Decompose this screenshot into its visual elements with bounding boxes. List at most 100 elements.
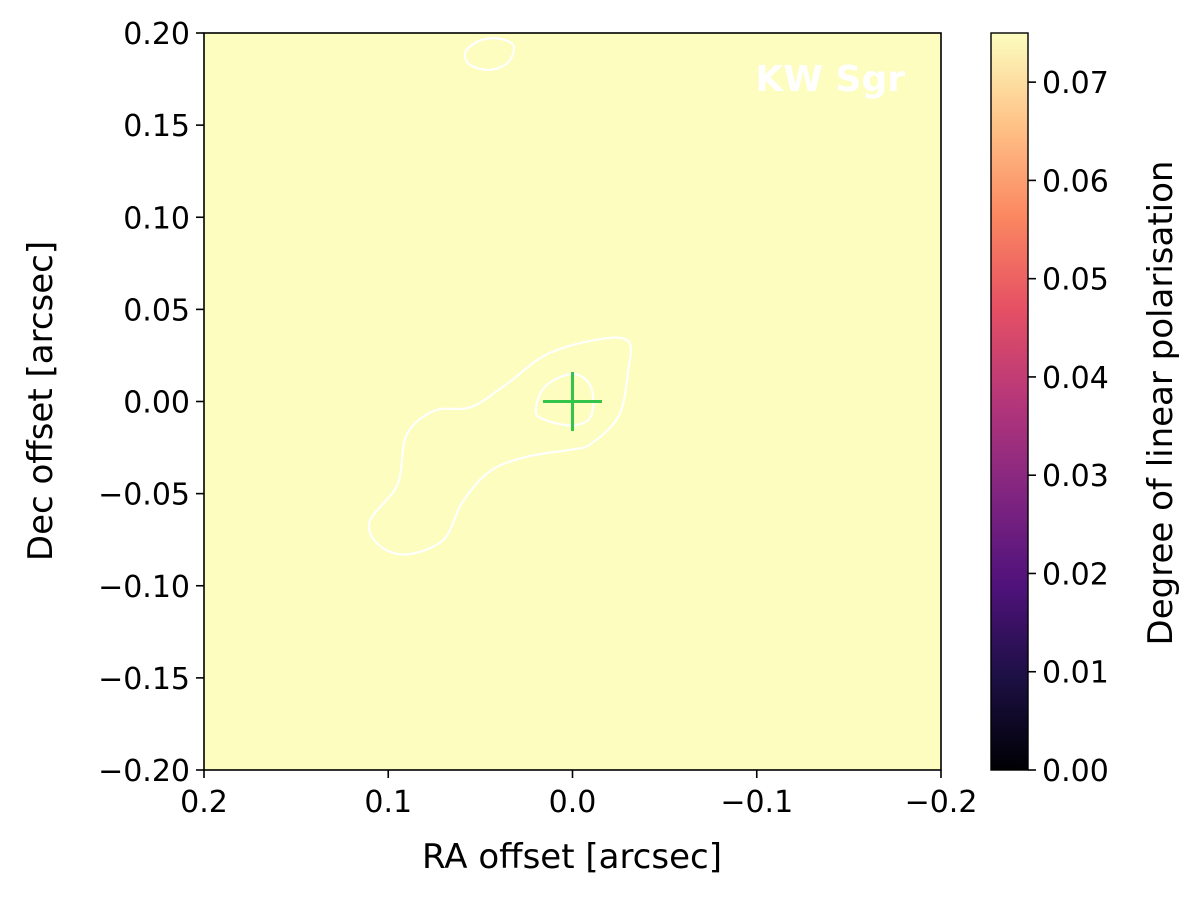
heatmap-cell: [321, 276, 330, 285]
heatmap-cell: [373, 246, 382, 255]
heatmap-cell: [705, 114, 714, 122]
heatmap-cell: [314, 33, 323, 41]
heatmap-cell: [683, 313, 691, 321]
heatmap-cell: [204, 298, 212, 307]
heatmap-cell: [543, 136, 551, 145]
heatmap-cell: [484, 150, 492, 159]
heatmap-cell: [314, 335, 323, 344]
heatmap-cell: [248, 121, 257, 130]
heatmap-cell: [211, 268, 220, 277]
heatmap-cell: [262, 372, 271, 380]
heatmap-cell: [719, 268, 728, 277]
heatmap-cell: [697, 209, 706, 218]
heatmap-cell: [778, 180, 787, 189]
heatmap-cell: [410, 40, 419, 49]
heatmap-cell: [395, 364, 404, 373]
heatmap-cell: [351, 239, 360, 248]
heatmap-cell: [889, 394, 898, 402]
heatmap-cell: [498, 55, 507, 63]
heatmap-cell: [660, 187, 669, 196]
heatmap-cell: [882, 209, 890, 218]
heatmap-cell: [565, 114, 573, 122]
heatmap-cell: [395, 209, 404, 218]
heatmap-cell: [528, 33, 537, 41]
heatmap-cell: [432, 335, 441, 344]
heatmap-cell: [285, 239, 293, 248]
heatmap-cell: [587, 313, 596, 321]
heatmap-cell: [520, 224, 529, 233]
heatmap-cell: [380, 357, 389, 366]
heatmap-cell: [690, 261, 699, 270]
heatmap-cell: [874, 69, 883, 78]
heatmap-cell: [749, 254, 758, 262]
heatmap-cell: [697, 394, 706, 402]
heatmap-cell: [344, 121, 352, 130]
heatmap-cell: [889, 47, 898, 56]
heatmap-cell: [476, 283, 485, 292]
heatmap-cell: [609, 91, 618, 100]
heatmap-cell: [601, 136, 610, 145]
heatmap-cell: [579, 136, 588, 145]
heatmap-cell: [786, 379, 795, 388]
heatmap-cell: [719, 313, 728, 321]
heatmap-cell: [852, 290, 861, 299]
heatmap-cell: [248, 386, 257, 395]
heatmap-cell: [513, 379, 522, 388]
heatmap-cell: [749, 268, 758, 277]
heatmap-cell: [830, 150, 839, 159]
heatmap-cell: [926, 128, 935, 137]
heatmap-cell: [535, 372, 544, 380]
heatmap-cell: [439, 224, 448, 233]
heatmap-cell: [461, 33, 470, 41]
heatmap-cell: [226, 180, 234, 189]
heatmap-cell: [395, 224, 404, 233]
heatmap-cell: [204, 254, 212, 262]
heatmap-cell: [484, 47, 492, 56]
heatmap-cell: [285, 372, 293, 380]
heatmap-cell: [299, 77, 308, 86]
heatmap-cell: [395, 379, 404, 388]
heatmap-cell: [299, 99, 308, 108]
heatmap-cell: [373, 313, 382, 321]
heatmap-cell: [852, 143, 861, 152]
heatmap-cell: [565, 62, 573, 71]
heatmap-cell: [550, 99, 559, 108]
heatmap-cell: [262, 55, 271, 63]
heatmap-cell: [823, 276, 831, 285]
heatmap-cell: [329, 261, 338, 270]
heatmap-cell: [771, 372, 780, 380]
heatmap-cell: [461, 209, 470, 218]
heatmap-cell: [837, 91, 846, 100]
heatmap-cell: [742, 246, 750, 255]
heatmap-cell: [240, 62, 249, 71]
heatmap-cell: [226, 349, 234, 358]
heatmap-cell: [712, 394, 721, 402]
heatmap-cell: [830, 33, 839, 41]
heatmap-cell: [484, 357, 492, 366]
heatmap-cell: [528, 77, 537, 86]
heatmap-cell: [439, 327, 448, 336]
heatmap-cell: [513, 342, 522, 351]
heatmap-cell: [697, 62, 706, 71]
heatmap-cell: [764, 84, 772, 93]
heatmap-cell: [270, 349, 279, 358]
heatmap-cell: [815, 379, 824, 388]
heatmap-cell: [543, 335, 551, 344]
heatmap-cell: [830, 394, 839, 402]
heatmap-cell: [498, 261, 507, 270]
heatmap-cell: [867, 290, 876, 299]
heatmap-cell: [240, 121, 249, 130]
heatmap-cell: [366, 84, 375, 93]
heatmap-cell: [417, 33, 426, 41]
heatmap-cell: [697, 114, 706, 122]
heatmap-cell: [616, 77, 625, 86]
heatmap-cell: [469, 106, 478, 115]
heatmap-cell: [837, 202, 846, 211]
heatmap-cell: [565, 33, 573, 41]
heatmap-cell: [277, 335, 286, 344]
heatmap-cell: [373, 121, 382, 130]
heatmap-cell: [476, 106, 485, 115]
heatmap-cell: [727, 55, 736, 63]
heatmap-cell: [882, 165, 890, 174]
heatmap-cell: [380, 69, 389, 78]
